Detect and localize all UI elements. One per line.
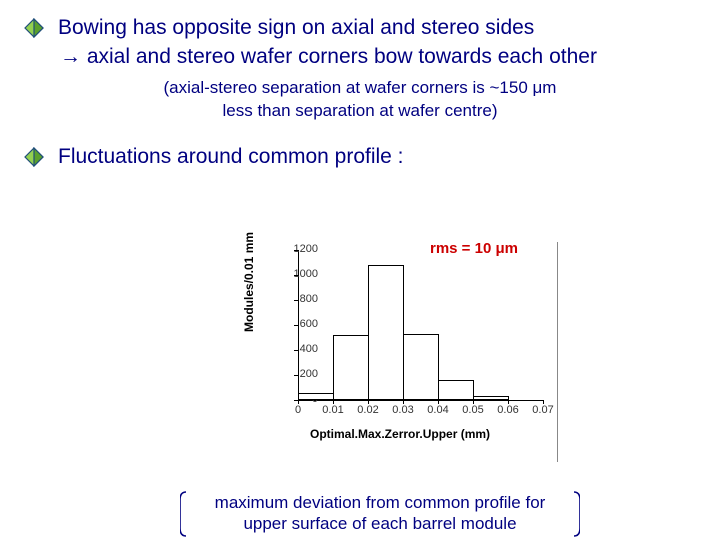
bullet-1-line2: → axial and stereo wafer corners bow tow… <box>60 43 720 71</box>
histogram-bar <box>473 396 509 400</box>
ytick-mark <box>294 300 298 301</box>
bracket-icon <box>180 488 580 540</box>
xtick-label: 0.04 <box>427 404 448 416</box>
xtick-label: 0 <box>295 404 301 416</box>
ytick-mark <box>294 325 298 326</box>
histogram-bar <box>368 265 404 400</box>
bottom-bracket: maximum deviation from common profile fo… <box>180 492 580 535</box>
xtick-label: 0.03 <box>392 404 413 416</box>
ytick-mark <box>294 275 298 276</box>
xtick-mark <box>473 400 474 404</box>
xtick-label: 0.06 <box>497 404 518 416</box>
paren-note-l1: (axial-stereo separation at wafer corner… <box>0 77 720 100</box>
ytick-label: 800 <box>278 293 318 305</box>
ytick-label: 1200 <box>278 243 318 255</box>
histogram-bar <box>403 334 439 400</box>
diamond-icon <box>24 147 44 172</box>
ytick-mark <box>294 350 298 351</box>
ytick-label: 1000 <box>278 268 318 280</box>
ytick-label: 600 <box>278 318 318 330</box>
ytick-mark <box>294 375 298 376</box>
x-axis-label: Optimal.Max.Zerror.Upper (mm) <box>310 427 490 441</box>
xtick-mark <box>543 400 544 404</box>
y-axis-label: Modules/0.01 mm <box>242 232 256 332</box>
bullet-1-line1: Bowing has opposite sign on axial and st… <box>58 14 534 42</box>
xtick-mark <box>368 400 369 404</box>
paren-note-l2: less than separation at wafer centre) <box>0 100 720 123</box>
ytick-mark <box>294 250 298 251</box>
xtick-label: 0.01 <box>322 404 343 416</box>
chart-right-divider <box>557 242 558 462</box>
diamond-icon <box>24 18 44 43</box>
xtick-mark <box>298 400 299 404</box>
xtick-mark <box>508 400 509 404</box>
bullet-1: Bowing has opposite sign on axial and st… <box>24 14 720 43</box>
ytick-label: 400 <box>278 343 318 355</box>
xtick-label: 0.02 <box>357 404 378 416</box>
histogram-bar <box>438 380 474 400</box>
xtick-mark <box>333 400 334 404</box>
histogram-bar <box>298 393 334 401</box>
histogram-chart: Modules/0.01 mm Optimal.Max.Zerror.Upper… <box>250 242 570 472</box>
xtick-mark <box>403 400 404 404</box>
bullet-2: Fluctuations around common profile : <box>24 143 720 172</box>
ytick-label: 200 <box>278 368 318 380</box>
xtick-mark <box>438 400 439 404</box>
bullet-2-text: Fluctuations around common profile : <box>58 143 404 171</box>
xtick-label: 0.05 <box>462 404 483 416</box>
xtick-label: 0.07 <box>532 404 553 416</box>
histogram-bar <box>333 335 369 400</box>
